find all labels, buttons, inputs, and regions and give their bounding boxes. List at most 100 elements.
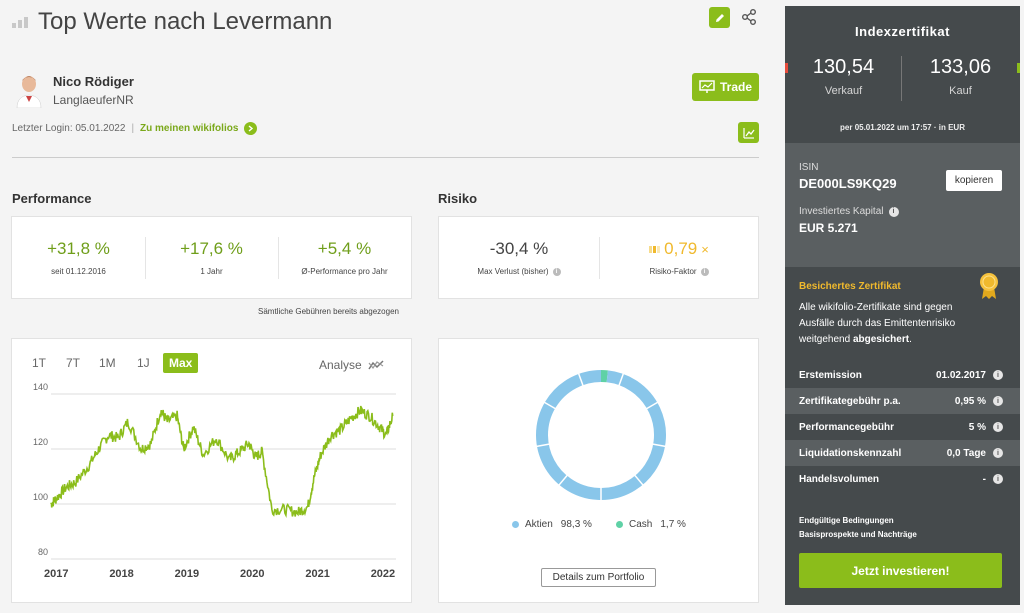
info-row-trading-volume: Handelsvolumen - i: [785, 466, 1020, 492]
login-separator: |: [131, 123, 135, 134]
sidebar-heading: Indexzertifikat: [855, 24, 950, 39]
trader-info: Nico Rödiger LanglaeuferNR: [15, 72, 134, 108]
share-icon[interactable]: [740, 8, 758, 26]
timeframe-1m[interactable]: 1M: [99, 356, 116, 370]
secured-text-bold: abgesichert: [852, 334, 910, 345]
secured-text-part: Alle wikifolio-Zertifikate sind gegen Au…: [799, 302, 956, 345]
donut-slice-aktien[interactable]: [536, 370, 666, 500]
fee-note: Sämtliche Gebühren bereits abgezogen: [258, 307, 399, 316]
timeframe-7t[interactable]: 7T: [66, 356, 81, 370]
timeframe-1j[interactable]: 1J: [137, 356, 150, 370]
row-value: 01.02.2017: [935, 370, 986, 381]
donut-separator: [535, 443, 550, 448]
max-loss-label: Max Verlust (bisher) i: [477, 267, 561, 276]
timeframe-1t[interactable]: 1T: [32, 356, 47, 370]
risk-factor-unit: ×: [701, 241, 709, 257]
x-tick-label: 2022: [371, 568, 395, 580]
presentation-icon: [699, 80, 715, 93]
row-key: Handelsvolumen: [799, 474, 880, 485]
performance-value: +17,6 %: [180, 239, 243, 258]
x-tick-label: 2020: [240, 568, 264, 580]
risk-stat: -30,4 % Max Verlust (bisher) i: [439, 217, 599, 298]
capital-label-row: Investiertes Kapital i: [799, 206, 899, 217]
row-value: 0,95 %: [954, 396, 986, 407]
performance-label: seit 01.12.2016: [51, 267, 106, 276]
performance-line-chart[interactable]: 140 120 100 80 2017 2018 2019 2020 2021 2022: [11, 338, 412, 603]
trade-button[interactable]: Trade: [692, 73, 759, 101]
price-timestamp: per 05.01.2022 um 17:57 · in EUR: [840, 123, 965, 132]
donut-separator: [645, 401, 659, 410]
risk-factor-number: 0,79: [664, 239, 698, 258]
trader-nickname[interactable]: LanglaeuferNR: [53, 92, 134, 107]
award-badge-icon: [980, 273, 998, 299]
buy-price: 133,06: [929, 56, 992, 78]
invest-button[interactable]: Jetzt investieren!: [799, 553, 1002, 588]
x-tick-label: 2019: [175, 568, 199, 580]
y-tick-label: 100: [33, 492, 48, 502]
row-value: 0,0 Tage: [946, 448, 986, 459]
info-icon[interactable]: i: [993, 396, 1003, 406]
risk-stat: 0,79 × Risiko-Faktor i: [599, 217, 759, 298]
risk-factor-label: Risiko-Faktor i: [649, 267, 709, 276]
isin-label: ISIN: [799, 162, 819, 173]
divider: [12, 157, 759, 158]
trader-name[interactable]: Nico Rödiger: [53, 73, 134, 89]
legend-dot: [512, 521, 519, 528]
legend-item-aktien: Aktien 98,3 %: [512, 519, 592, 530]
secured-title: Besichertes Zertifikat: [799, 281, 901, 292]
login-row: Letzter Login: 05.01.2022 | Zu meinen wi…: [12, 122, 258, 135]
portfolio-donut-chart[interactable]: [438, 338, 759, 513]
y-tick-label: 80: [38, 547, 48, 557]
donut-separator: [577, 372, 584, 387]
x-tick-label: 2021: [305, 568, 329, 580]
legend-name: Cash: [629, 519, 653, 530]
row-key: Erstemission: [799, 370, 862, 381]
risk-factor-text: Risiko-Faktor: [649, 267, 697, 276]
legend-name: Aktien: [525, 519, 553, 530]
row-key: Zertifikategebühr p.a.: [799, 396, 901, 407]
x-tick-label: 2017: [44, 568, 68, 580]
edit-button[interactable]: [709, 7, 730, 28]
my-wikifolios-link[interactable]: Zu meinen wikifolios: [140, 123, 239, 134]
info-icon[interactable]: i: [993, 370, 1003, 380]
page-title: Top Werte nach Levermann: [38, 8, 333, 35]
arrow-right-icon[interactable]: [244, 122, 258, 135]
copy-isin-button[interactable]: kopieren: [946, 170, 1002, 191]
info-icon[interactable]: i: [888, 206, 899, 217]
chart-compare-button[interactable]: [738, 122, 759, 143]
secured-text-end: .: [909, 334, 912, 345]
trade-button-label: Trade: [719, 80, 752, 94]
buy-label: Kauf: [949, 85, 972, 97]
sell-indicator: [785, 63, 788, 73]
buy-price-box: 133,06 Kauf: [902, 56, 1019, 97]
performance-value: +31,8 %: [47, 239, 110, 258]
info-row-certificate-fee: Zertifikategebühr p.a. 0,95 % i: [785, 388, 1020, 414]
isin-panel: ISIN DE000LS9KQ29 kopieren Investiertes …: [785, 143, 1020, 267]
prospectus-link[interactable]: Basisprospekte und Nachträge: [799, 530, 917, 539]
timeframe-max[interactable]: Max: [163, 353, 199, 373]
analysis-icon: [368, 360, 384, 370]
avatar[interactable]: [15, 72, 43, 108]
info-icon[interactable]: i: [552, 267, 561, 276]
isin-value: DE000LS9KQ29: [799, 176, 897, 191]
risk-gauge-icon: [649, 245, 661, 253]
info-row-first-issue: Erstemission 01.02.2017 i: [785, 362, 1020, 388]
info-icon[interactable]: i: [993, 422, 1003, 432]
donut-separator: [558, 474, 569, 487]
performance-heading: Performance: [12, 191, 92, 206]
risk-factor-value: 0,79 ×: [649, 239, 709, 259]
portfolio-details-button[interactable]: Details zum Portfolio: [541, 568, 656, 587]
buy-indicator: [1017, 63, 1020, 73]
price-panel: Indexzertifikat 130,54 Verkauf 133,06 Ka…: [785, 6, 1020, 143]
analyse-label: Analyse: [319, 358, 362, 372]
info-icon[interactable]: i: [700, 267, 709, 276]
info-icon[interactable]: i: [993, 448, 1003, 458]
y-tick-label: 140: [33, 382, 48, 392]
final-terms-link[interactable]: Endgültige Bedingungen: [799, 516, 894, 525]
performance-stat: +31,8 % seit 01.12.2016: [12, 217, 145, 298]
trend-icon: [742, 127, 755, 139]
analyse-button[interactable]: Analyse: [319, 358, 384, 372]
x-tick-label: 2018: [109, 568, 133, 580]
donut-separator: [618, 372, 625, 387]
info-icon[interactable]: i: [993, 474, 1003, 484]
